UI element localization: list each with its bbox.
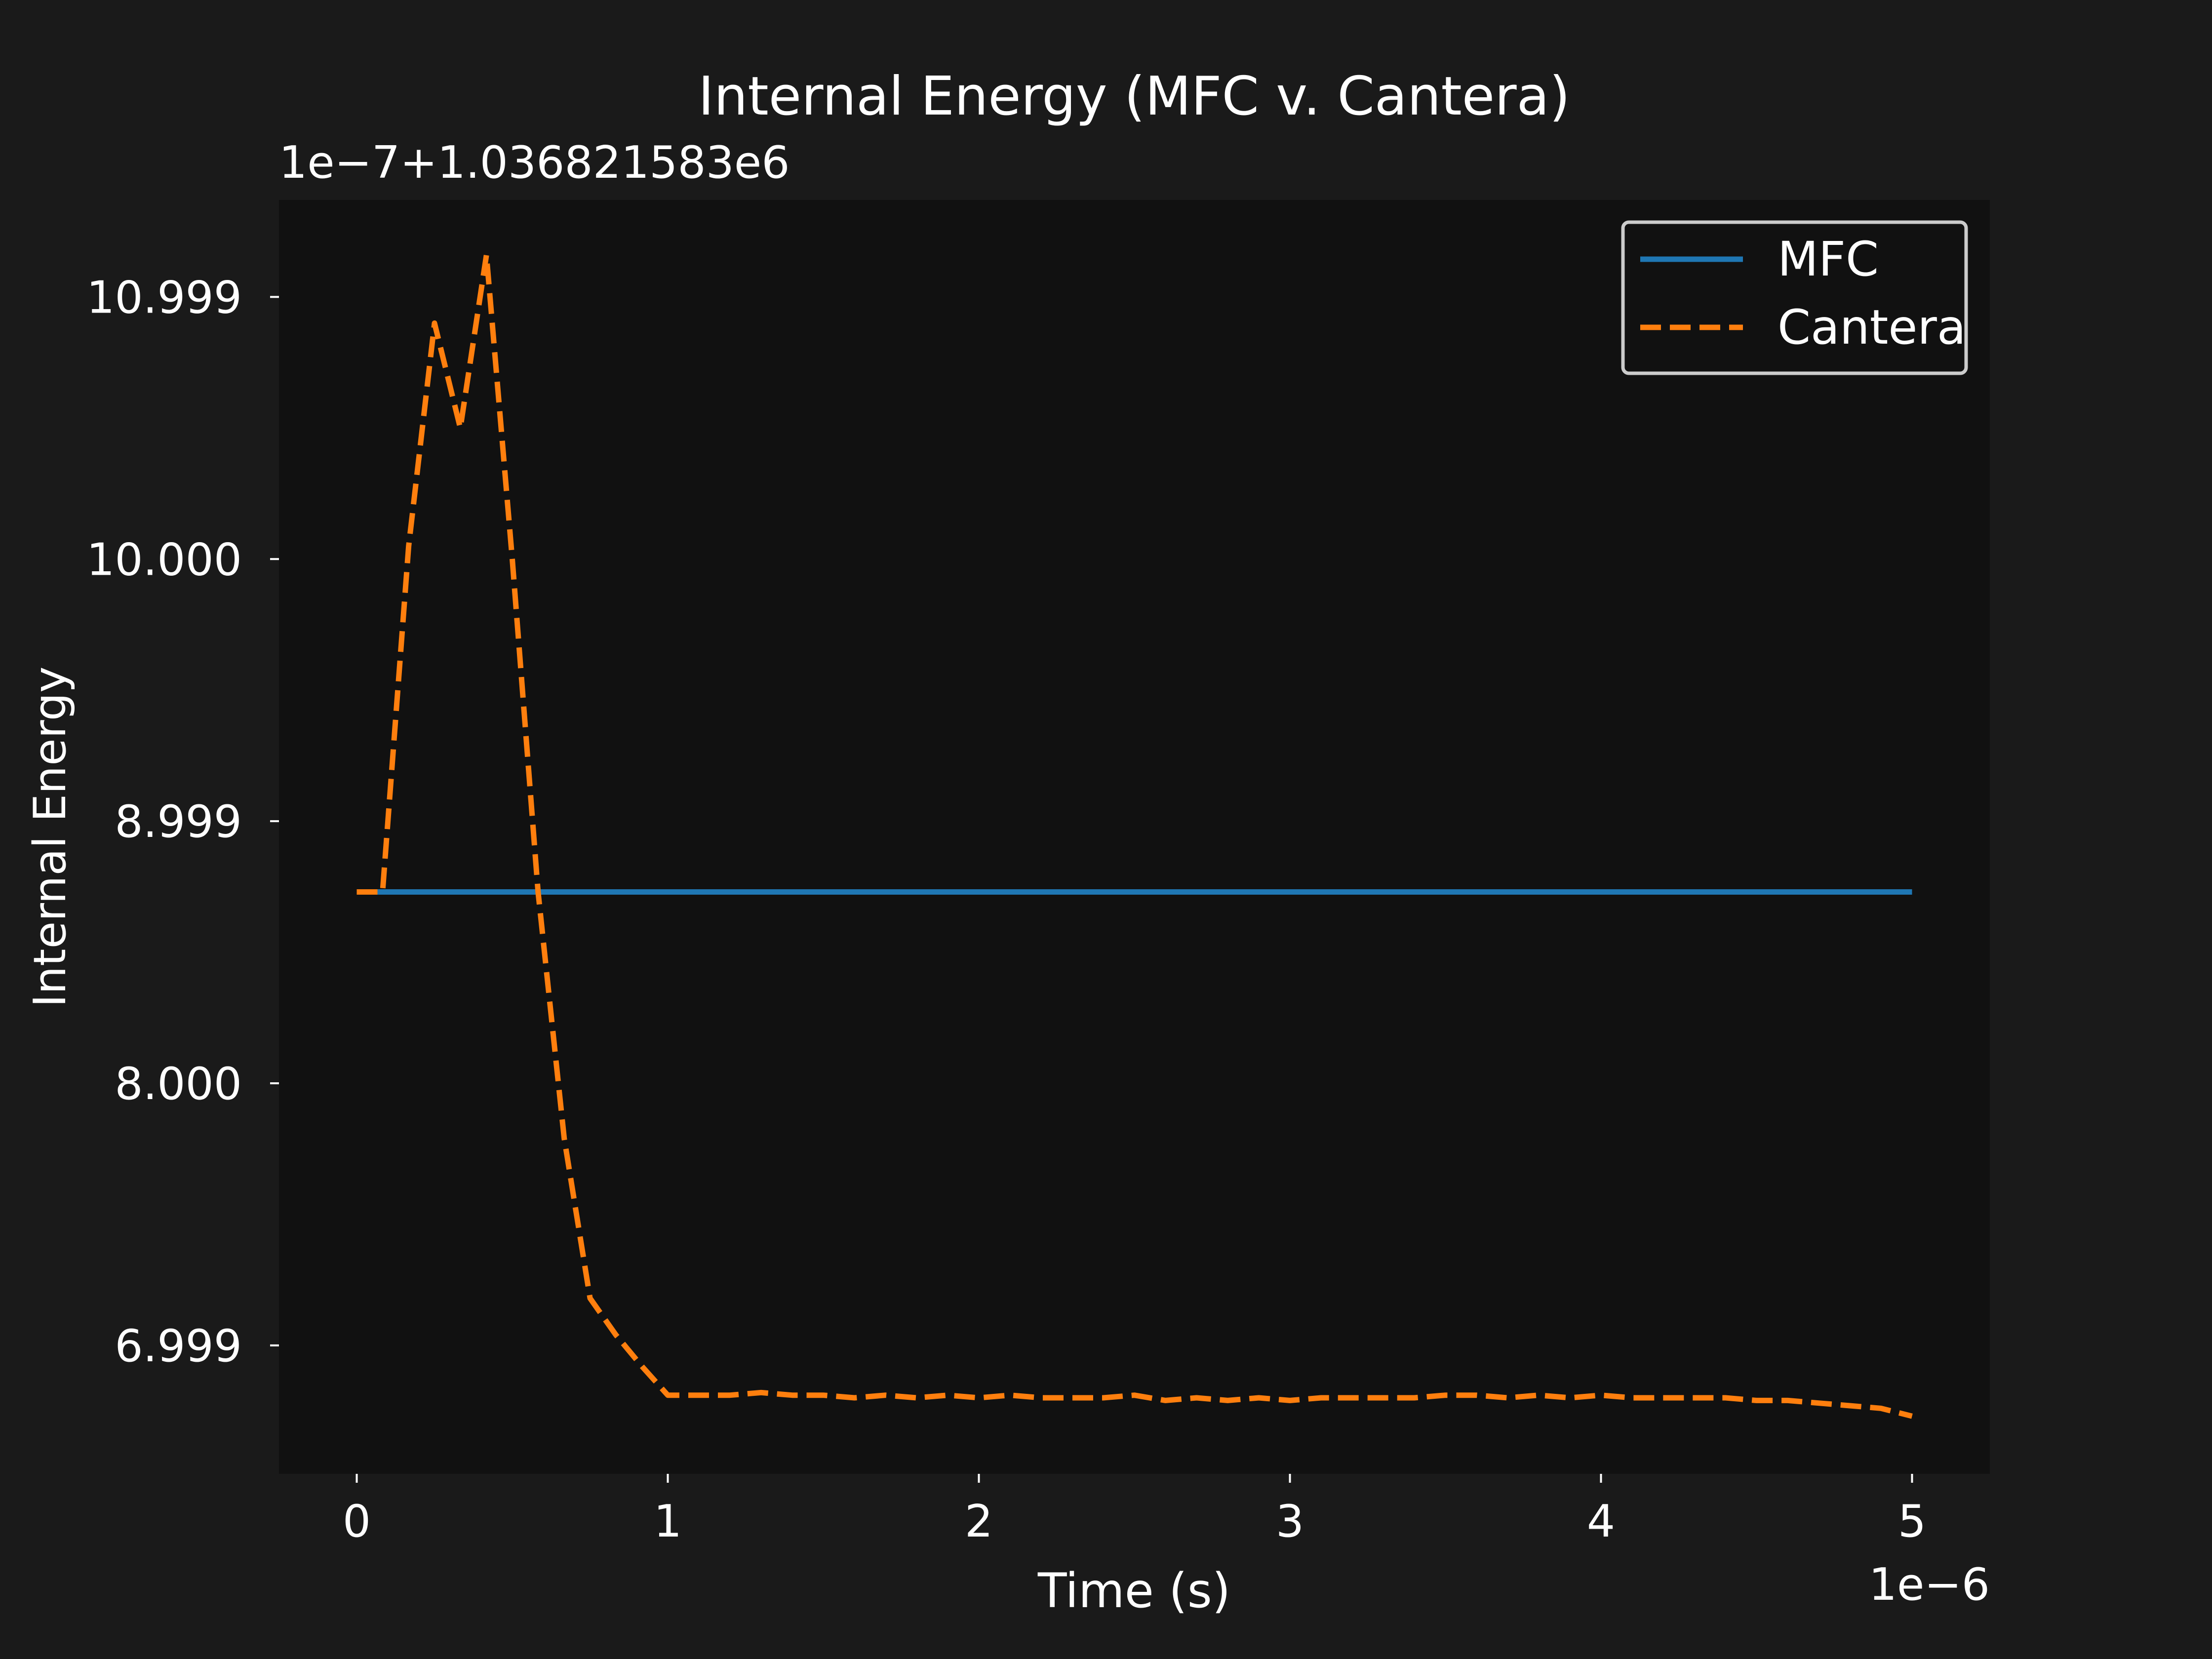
y-tick-label: 8.999 bbox=[115, 796, 242, 848]
x-ticks: 0 1 2 3 4 5 bbox=[343, 1474, 1926, 1547]
chart-title: Internal Energy (MFC v. Cantera) bbox=[698, 66, 1570, 127]
x-tick-label: 1 bbox=[654, 1496, 682, 1547]
y-tick-label: 10.000 bbox=[86, 534, 242, 586]
series-line-cantera bbox=[356, 252, 1913, 1419]
legend-mfc-label: MFC bbox=[1778, 232, 1879, 287]
x-tick-label: 0 bbox=[343, 1496, 371, 1547]
x-axis-label: Time (s) bbox=[1037, 1563, 1230, 1619]
x-tick-label: 4 bbox=[1587, 1496, 1615, 1547]
series-layer bbox=[356, 252, 1913, 1419]
legend-cantera-label: Cantera bbox=[1778, 300, 1966, 355]
x-tick-label: 5 bbox=[1898, 1496, 1926, 1547]
y-axis-label: Internal Energy bbox=[24, 667, 76, 1008]
x-offset-label: 1e−6 bbox=[1869, 1559, 1990, 1611]
x-tick-label: 3 bbox=[1276, 1496, 1304, 1547]
y-ticks: 6.999 8.000 8.999 10.000 10.999 bbox=[86, 272, 279, 1372]
legend: MFC Cantera bbox=[1621, 220, 1968, 375]
x-tick-label: 2 bbox=[965, 1496, 993, 1547]
y-offset-label: 1e−7+1.036821583e6 bbox=[279, 137, 790, 189]
y-tick-label: 8.000 bbox=[115, 1058, 242, 1110]
y-tick-label: 6.999 bbox=[115, 1320, 242, 1372]
y-tick-label: 10.999 bbox=[86, 272, 242, 323]
plot-area bbox=[279, 200, 1990, 1474]
